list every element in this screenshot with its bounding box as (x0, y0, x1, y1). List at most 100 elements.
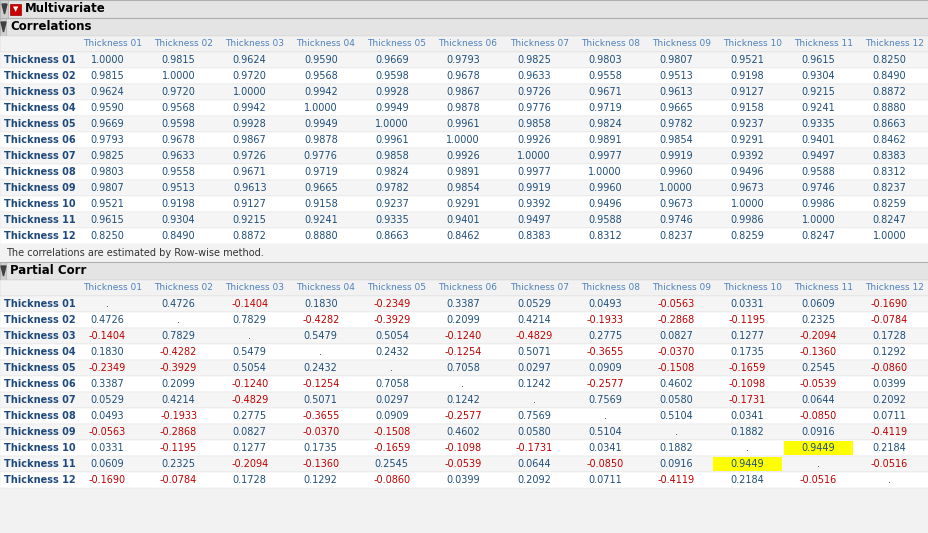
Text: 0.9613: 0.9613 (233, 183, 266, 193)
Text: -0.1731: -0.1731 (728, 395, 765, 405)
Bar (0, 196, 928, 212)
Text: Thickness 08: Thickness 08 (580, 284, 639, 293)
Text: 0.9746: 0.9746 (801, 183, 834, 193)
Text: 0.9624: 0.9624 (233, 55, 266, 65)
Text: 0.9671: 0.9671 (587, 87, 622, 97)
Text: Thickness 03: Thickness 03 (225, 39, 284, 49)
Text: 0.0916: 0.0916 (801, 427, 834, 437)
Text: 0.0529: 0.0529 (91, 395, 124, 405)
Text: 0.9960: 0.9960 (659, 167, 692, 177)
Text: -0.1240: -0.1240 (231, 379, 268, 389)
Text: 0.8259: 0.8259 (871, 199, 906, 209)
Text: 0.9891: 0.9891 (445, 167, 479, 177)
Text: 1.0000: 1.0000 (517, 151, 550, 161)
Text: Thickness 07: Thickness 07 (509, 284, 568, 293)
Bar (0, 440, 928, 456)
Text: 0.7829: 0.7829 (161, 331, 196, 341)
Text: Thickness 02: Thickness 02 (4, 315, 75, 325)
Text: 0.9449: 0.9449 (729, 459, 764, 469)
Text: 1.0000: 1.0000 (303, 103, 337, 113)
Text: -0.4119: -0.4119 (657, 475, 694, 485)
Text: 0.8247: 0.8247 (801, 231, 834, 241)
Text: -0.2349: -0.2349 (373, 299, 410, 309)
Text: 0.1728: 0.1728 (233, 475, 266, 485)
Text: 0.1242: 0.1242 (445, 395, 480, 405)
Text: Thickness 08: Thickness 08 (580, 39, 639, 49)
Text: 0.9928: 0.9928 (233, 119, 266, 129)
Text: 0.9304: 0.9304 (801, 71, 834, 81)
Text: 0.9960: 0.9960 (587, 183, 621, 193)
Text: 0.9815: 0.9815 (91, 71, 124, 81)
Text: 0.9891: 0.9891 (587, 135, 621, 145)
Bar (0, 360, 928, 376)
Text: 0.9719: 0.9719 (303, 167, 337, 177)
Text: 0.2325: 0.2325 (161, 459, 196, 469)
Text: -0.2094: -0.2094 (799, 331, 836, 341)
Text: 0.9198: 0.9198 (729, 71, 764, 81)
Polygon shape (1, 266, 6, 276)
Text: 0.0916: 0.0916 (659, 459, 692, 469)
Text: 0.4726: 0.4726 (161, 299, 196, 309)
Bar (783, 441, 852, 455)
Bar (0, 262, 928, 280)
Text: -0.2577: -0.2577 (586, 379, 624, 389)
Text: 0.9198: 0.9198 (161, 199, 195, 209)
Text: 0.8250: 0.8250 (91, 231, 124, 241)
Text: 0.9673: 0.9673 (729, 183, 764, 193)
Text: 0.0399: 0.0399 (871, 379, 906, 389)
Text: 0.9304: 0.9304 (161, 215, 195, 225)
Text: .: . (816, 459, 819, 469)
Text: Thickness 05: Thickness 05 (4, 119, 75, 129)
Text: 0.0909: 0.0909 (587, 363, 621, 373)
Bar (0, 228, 928, 244)
Text: Multivariate: Multivariate (25, 3, 106, 15)
Text: -0.1098: -0.1098 (728, 379, 765, 389)
Text: 0.9942: 0.9942 (233, 103, 266, 113)
Text: 0.9497: 0.9497 (801, 151, 834, 161)
Text: 1.0000: 1.0000 (659, 183, 692, 193)
Text: Thickness 07: Thickness 07 (509, 39, 568, 49)
Text: 0.2092: 0.2092 (871, 395, 906, 405)
Text: Thickness 11: Thickness 11 (4, 459, 75, 469)
Text: -0.1360: -0.1360 (799, 347, 836, 357)
Text: Thickness 12: Thickness 12 (4, 231, 75, 241)
Text: Thickness 08: Thickness 08 (4, 167, 76, 177)
Text: 1.0000: 1.0000 (91, 55, 124, 65)
Text: -0.4829: -0.4829 (515, 331, 552, 341)
Text: 0.0399: 0.0399 (445, 475, 479, 485)
Text: Thickness 09: Thickness 09 (651, 39, 710, 49)
Text: Thickness 10: Thickness 10 (722, 39, 781, 49)
Text: Thickness 05: Thickness 05 (367, 284, 426, 293)
Polygon shape (1, 22, 6, 32)
Text: -0.1254: -0.1254 (302, 379, 339, 389)
Text: -0.2094: -0.2094 (231, 459, 268, 469)
Text: Thickness 06: Thickness 06 (4, 135, 75, 145)
Text: ▼: ▼ (13, 6, 19, 12)
Text: 0.2432: 0.2432 (375, 347, 408, 357)
Text: 0.0644: 0.0644 (517, 459, 550, 469)
Text: 0.8490: 0.8490 (161, 231, 195, 241)
Text: 0.9590: 0.9590 (303, 55, 337, 65)
Text: 0.9807: 0.9807 (91, 183, 124, 193)
Bar (0, 312, 928, 328)
Text: 0.9521: 0.9521 (729, 55, 764, 65)
Text: 0.2432: 0.2432 (303, 363, 338, 373)
Text: .: . (461, 379, 464, 389)
Text: 0.9568: 0.9568 (303, 71, 337, 81)
Text: -0.3655: -0.3655 (586, 347, 623, 357)
Text: 0.9392: 0.9392 (517, 199, 550, 209)
Bar (0, 344, 928, 360)
Text: -0.0539: -0.0539 (799, 379, 836, 389)
Text: 0.9854: 0.9854 (445, 183, 480, 193)
Text: 0.9401: 0.9401 (445, 215, 479, 225)
Text: -0.0539: -0.0539 (444, 459, 481, 469)
Bar (0, 262, 6, 280)
Text: 0.9598: 0.9598 (161, 119, 195, 129)
Text: 0.9825: 0.9825 (91, 151, 124, 161)
Bar (10, 4, 21, 15)
Text: 0.8237: 0.8237 (659, 231, 692, 241)
Text: 0.0827: 0.0827 (233, 427, 266, 437)
Text: 0.9568: 0.9568 (161, 103, 195, 113)
Text: -0.4119: -0.4119 (870, 427, 907, 437)
Bar (0, 0, 8, 18)
